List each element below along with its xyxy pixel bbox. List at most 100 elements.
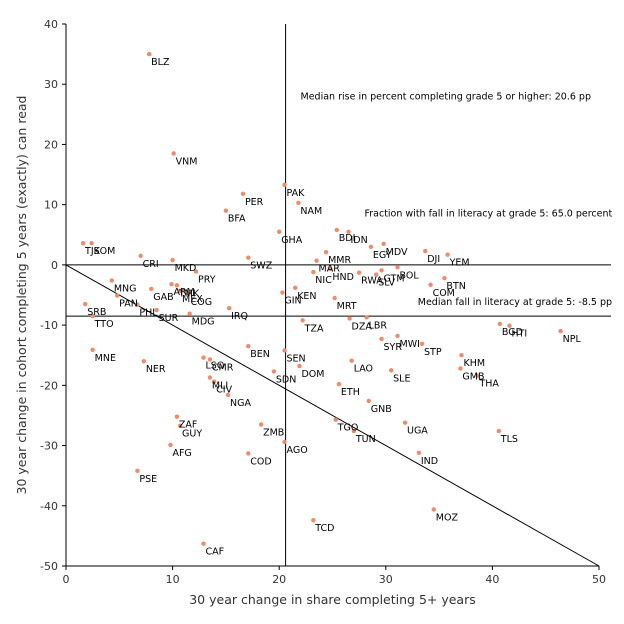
point-label: KHM bbox=[463, 358, 485, 369]
data-point bbox=[558, 328, 563, 334]
point-label: LBR bbox=[369, 320, 388, 331]
y-tick-label: -50 bbox=[40, 560, 58, 573]
reference-lines bbox=[65, 24, 611, 567]
data-point bbox=[177, 288, 183, 293]
data-point bbox=[168, 442, 173, 448]
point-label: GAB bbox=[153, 292, 173, 303]
data-point bbox=[282, 348, 287, 353]
point-label: GIN bbox=[284, 296, 301, 307]
point-label: IDN bbox=[350, 235, 367, 246]
point-label: SLE bbox=[393, 373, 410, 384]
data-point bbox=[258, 422, 264, 427]
point-label: VNM bbox=[176, 156, 198, 167]
point-label: BOL bbox=[400, 270, 420, 281]
data-point bbox=[374, 272, 379, 277]
annotation-text: Median rise in percent completing grade … bbox=[301, 91, 591, 102]
point-label: UGA bbox=[407, 426, 428, 437]
data-point bbox=[445, 252, 450, 257]
data-point bbox=[174, 283, 180, 288]
point-label: KEN bbox=[297, 291, 316, 302]
data-point bbox=[379, 336, 384, 342]
point-label: BEN bbox=[250, 349, 270, 360]
data-point bbox=[240, 191, 246, 197]
data-point bbox=[187, 311, 192, 316]
y-tick-label: -40 bbox=[40, 500, 58, 513]
point-label: TLS bbox=[500, 434, 518, 445]
data-point bbox=[271, 369, 277, 374]
data-point bbox=[138, 253, 143, 259]
data-points bbox=[80, 51, 563, 546]
data-point bbox=[423, 248, 428, 254]
data-point bbox=[280, 290, 285, 295]
y-axis-title: 30 year change in cohort completing 5 ye… bbox=[14, 96, 29, 495]
data-point bbox=[364, 315, 369, 320]
data-point bbox=[296, 200, 301, 206]
point-label: PAN bbox=[119, 299, 138, 310]
point-label: SDN bbox=[276, 374, 296, 385]
data-point bbox=[170, 257, 175, 263]
point-label: SUR bbox=[159, 313, 179, 324]
data-point bbox=[496, 428, 501, 434]
point-label: ZAF bbox=[179, 420, 197, 431]
point-label: NPL bbox=[563, 334, 582, 345]
data-point bbox=[282, 182, 287, 187]
axis-ticks: 0 10 20 30 40 50 40 30 20 10 0 -10 -20 -30 -40 -50 bbox=[40, 18, 606, 586]
point-label: MNE bbox=[95, 353, 116, 364]
data-point bbox=[507, 323, 512, 328]
point-label: GUY bbox=[182, 429, 202, 440]
y-tick-label: 40 bbox=[44, 18, 58, 31]
point-label: GMB bbox=[462, 371, 484, 382]
data-point bbox=[146, 51, 152, 57]
point-label: DOM bbox=[301, 369, 324, 380]
point-label: PHL bbox=[139, 308, 158, 319]
y-tick-label: -30 bbox=[40, 440, 58, 453]
data-point bbox=[311, 269, 316, 275]
data-point bbox=[82, 301, 88, 307]
point-label: TMK bbox=[178, 288, 200, 299]
data-point bbox=[366, 398, 371, 404]
data-point bbox=[246, 451, 251, 456]
point-label: NER bbox=[146, 364, 166, 375]
point-label: LSO bbox=[206, 361, 225, 372]
data-point bbox=[388, 368, 394, 373]
data-point bbox=[169, 281, 174, 287]
point-label: TCD bbox=[314, 523, 334, 534]
data-point bbox=[154, 307, 159, 313]
data-point bbox=[300, 318, 305, 323]
point-label: NIC bbox=[315, 275, 332, 286]
point-label: BTN bbox=[446, 281, 465, 292]
data-point bbox=[90, 313, 95, 319]
x-tick-label: 20 bbox=[272, 573, 286, 586]
point-label: SLV bbox=[378, 278, 395, 289]
point-label: TJK bbox=[84, 246, 101, 257]
data-point bbox=[379, 268, 384, 273]
data-point bbox=[347, 316, 352, 321]
x-tick-label: 10 bbox=[166, 573, 180, 586]
data-point bbox=[395, 265, 400, 270]
data-point bbox=[171, 151, 176, 156]
point-label: MMR bbox=[328, 255, 351, 266]
point-label: MLI bbox=[212, 381, 228, 392]
y-tick-label: 10 bbox=[44, 199, 58, 212]
point-label: YEM bbox=[449, 258, 470, 269]
data-point bbox=[201, 541, 206, 546]
y-tick-label: -20 bbox=[40, 379, 58, 392]
data-point bbox=[356, 270, 362, 275]
point-label: SOM bbox=[94, 246, 116, 257]
data-point bbox=[109, 278, 115, 283]
point-label: GNB bbox=[371, 404, 392, 415]
diagonal-line bbox=[65, 264, 600, 567]
point-label: BDI bbox=[339, 233, 356, 244]
point-label: DJI bbox=[427, 254, 440, 265]
data-point bbox=[402, 420, 408, 425]
data-point bbox=[419, 341, 425, 346]
point-label: COM bbox=[433, 288, 455, 299]
data-point bbox=[141, 359, 147, 364]
data-point bbox=[177, 423, 183, 428]
point-label: SEN bbox=[287, 353, 306, 364]
point-label: STP bbox=[424, 347, 442, 358]
point-label: NAM bbox=[300, 206, 322, 217]
point-label: CMR bbox=[212, 362, 234, 373]
